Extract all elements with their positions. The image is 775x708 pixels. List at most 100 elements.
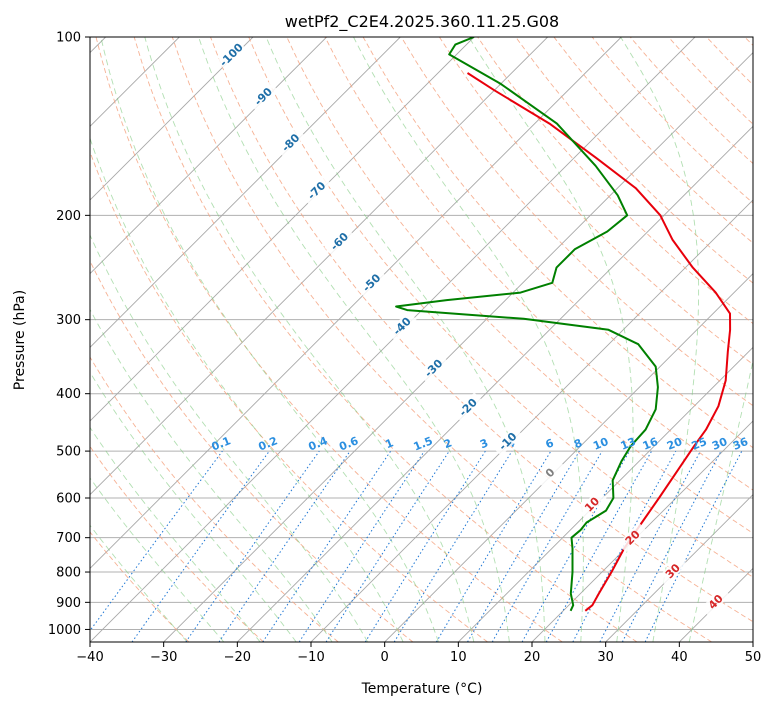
isotherm-label-bg — [248, 81, 278, 112]
dry-adiabat — [133, 37, 638, 642]
isotherm-label-bg — [386, 311, 417, 341]
y-tick-label: 500 — [56, 445, 81, 460]
isotherm-line — [90, 37, 475, 422]
dry-adiabat — [210, 37, 753, 623]
isotherm-label-bg — [576, 489, 607, 520]
isotherm-line — [384, 273, 753, 642]
temperature-profile-line — [466, 72, 732, 612]
isotherm-line — [458, 346, 753, 642]
y-tick-label: 1000 — [48, 623, 81, 638]
dry-adiabat — [400, 37, 753, 407]
isotherm-label-bg — [356, 267, 387, 298]
mixing-ratio-label: 36 — [731, 435, 750, 453]
mixing-ratio-line — [393, 450, 513, 642]
x-tick-label: −40 — [76, 650, 103, 665]
mixing-ratio-line — [90, 450, 223, 632]
moist-adiabat — [90, 308, 333, 642]
moist-adiabat — [90, 524, 188, 642]
x-tick-label: −10 — [297, 650, 324, 665]
dry-adiabat — [90, 259, 414, 642]
dry-adiabat — [324, 37, 753, 491]
mixing-ratio-line — [298, 450, 425, 642]
dry-adiabat — [439, 37, 753, 365]
moist-adiabat — [90, 234, 369, 642]
moist-adiabat — [265, 37, 546, 642]
mixing-ratio-label: 16 — [641, 435, 660, 453]
x-tick-label: −30 — [150, 650, 177, 665]
dry-adiabat — [90, 356, 339, 642]
isotherm-layer — [90, 37, 753, 642]
mixing-ratio-label: 2 — [442, 436, 454, 451]
series-layer — [395, 37, 732, 612]
y-tick-label: 900 — [56, 596, 81, 611]
isotherm-line — [90, 37, 622, 569]
x-tick-label: 20 — [524, 650, 541, 665]
mixing-ratio-label: 3 — [478, 436, 490, 451]
isotherm-label-bg — [617, 522, 648, 553]
x-tick-label: 10 — [450, 650, 467, 665]
isotherm-line — [90, 37, 327, 275]
y-tick-label: 700 — [56, 531, 81, 546]
y-tick-label: 100 — [56, 31, 81, 46]
isotherm-line — [163, 52, 753, 642]
isotherm-label-bg — [700, 586, 731, 617]
mixing-ratio-line — [572, 450, 677, 642]
mixing-ratio-label: 10 — [591, 435, 610, 453]
mixing-ratio-line — [218, 450, 351, 642]
x-tick-label: 40 — [671, 650, 688, 665]
mixing-ratio-label: 30 — [710, 435, 729, 453]
y-tick-label: 800 — [56, 566, 81, 581]
mixing-ratio-line — [131, 450, 270, 642]
mixing-ratio-label: 13 — [619, 435, 638, 453]
isotherm-line — [237, 125, 753, 642]
moist-adiabat — [90, 426, 261, 642]
dry-adiabat — [171, 37, 712, 642]
moist-adiabat — [198, 37, 510, 642]
mixing-ratio-line — [545, 450, 653, 642]
mixing-ratio-layer — [90, 450, 743, 642]
grid-layer — [90, 37, 753, 630]
moist-adiabat — [90, 371, 297, 642]
isotherm-label-bg — [535, 457, 565, 488]
plot-frame — [89, 36, 754, 643]
isotherm-label-bg — [492, 426, 523, 457]
mixing-ratio-line — [185, 450, 320, 642]
isotherm-line — [90, 37, 696, 642]
x-tick-label: 50 — [745, 650, 762, 665]
isotherm-label: 0 — [535, 457, 565, 488]
mixing-ratio-label: 8 — [572, 436, 584, 451]
isotherm-line — [90, 37, 548, 496]
isotherm-label-bg — [275, 127, 306, 158]
isotherm-label-bg — [453, 392, 483, 423]
isotherm-line — [752, 641, 753, 642]
plot-background — [90, 37, 753, 642]
dry-adiabat — [95, 37, 563, 642]
x-axis: −40 −30 −20 −10 0 10 20 30 40 50 — [76, 642, 761, 665]
x-axis-label: Temperature (°C) — [361, 681, 483, 697]
moist-adiabat — [620, 37, 700, 642]
dewpoint-profile-line — [395, 37, 659, 612]
x-tick-label: 0 — [381, 650, 389, 665]
dry-adiabat — [90, 150, 488, 642]
y-tick-label: 300 — [56, 313, 81, 328]
mixing-ratio-label: 1 — [383, 436, 395, 451]
y-tick-label: 200 — [56, 209, 81, 224]
moist-adiabat — [688, 358, 753, 642]
moist-adiabat — [90, 477, 225, 642]
moist-adiabat — [100, 37, 439, 642]
dry-adiabat — [90, 445, 264, 642]
y-axis: 100 200 300 400 500 600 700 800 900 1000 — [48, 31, 90, 638]
moist-adiabat — [144, 37, 475, 642]
isotherm-label-bg — [216, 39, 246, 70]
dry-adiabat — [90, 531, 190, 642]
dry-adiabat — [248, 37, 753, 578]
isotherm-label-bg — [324, 226, 355, 257]
isotherm-label-bg — [301, 175, 332, 206]
mixing-ratio-line — [325, 450, 450, 642]
y-tick-label: 400 — [56, 387, 81, 402]
isotherm-label-bg — [418, 353, 449, 383]
y-tick-label: 600 — [56, 492, 81, 507]
isotherm-line — [605, 494, 753, 642]
moist-adiabat — [353, 37, 584, 642]
dry-adiabat — [515, 37, 753, 284]
